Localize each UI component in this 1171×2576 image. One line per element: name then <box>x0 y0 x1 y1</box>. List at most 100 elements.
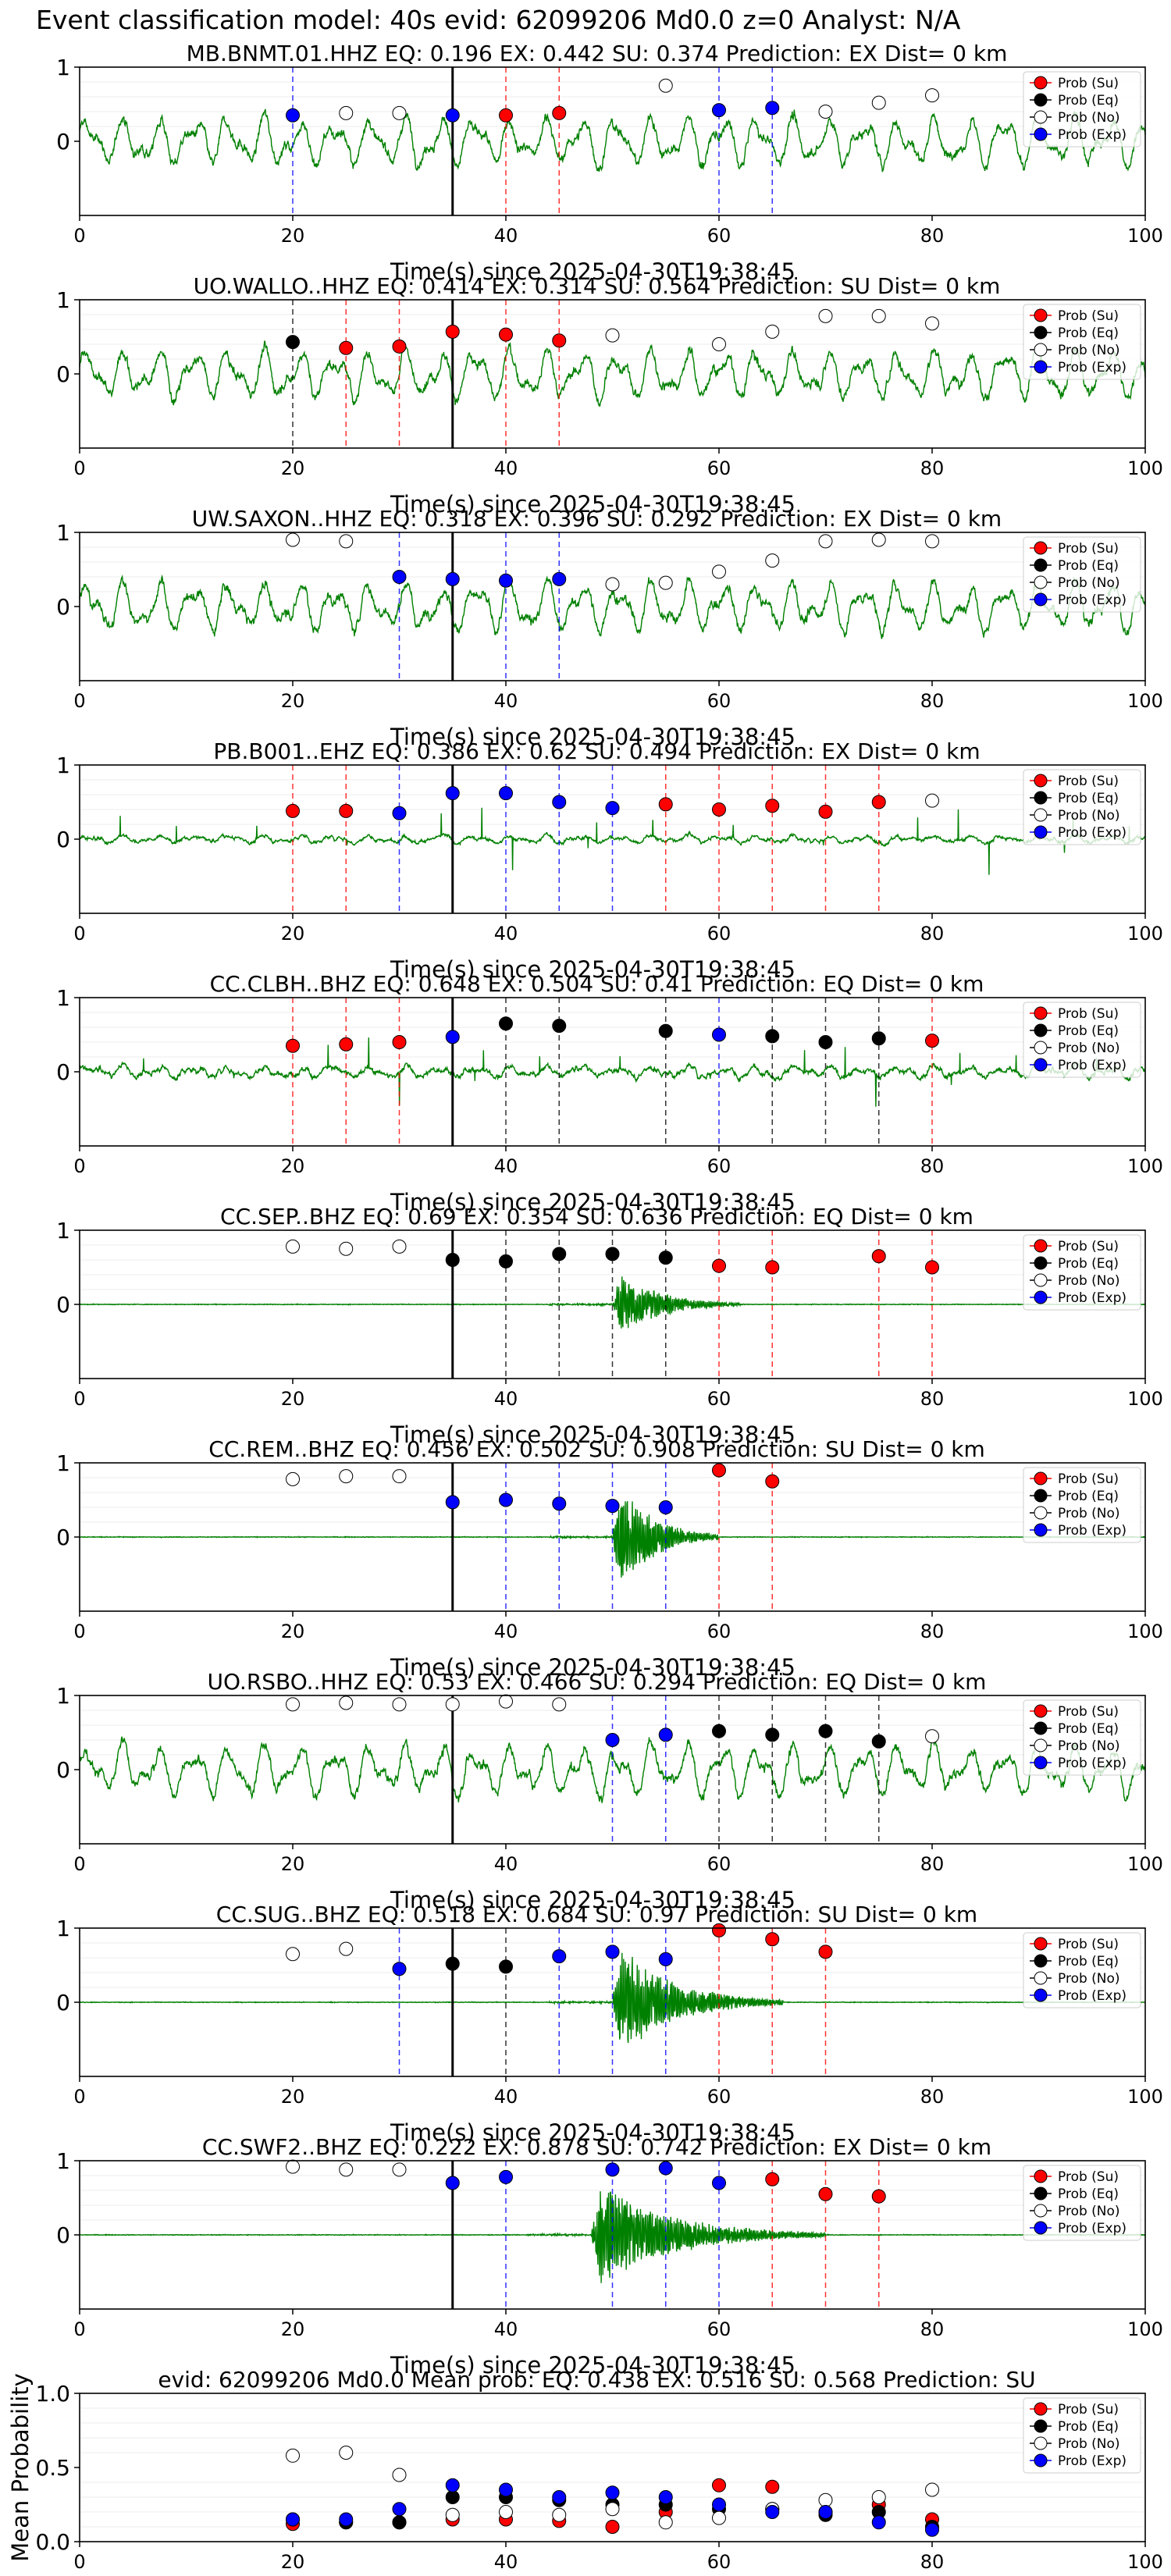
prob-marker-eq <box>871 1734 886 1749</box>
legend-marker-eq <box>1034 558 1048 572</box>
legend-label-su: Prob (Su) <box>1058 308 1119 324</box>
waveform-trace <box>79 1736 1146 1803</box>
station-panel-8: CC.SUG..BHZ EQ: 0.518 EX: 0.684 SU: 0.97… <box>56 1902 1163 2146</box>
x-tick-label: 100 <box>1127 225 1163 247</box>
prob-marker-su <box>712 1258 726 1273</box>
prob-marker-no <box>286 1239 300 1254</box>
legend-label-exp: Prob (Exp) <box>1058 2453 1127 2469</box>
x-tick-label: 0 <box>73 2551 85 2573</box>
legend-marker-exp <box>1034 360 1048 374</box>
prob-marker-eq <box>445 1956 460 1971</box>
legend-box <box>1023 304 1141 380</box>
panel-title: CC.REM..BHZ EQ: 0.456 EX: 0.502 SU: 0.90… <box>208 1436 985 1462</box>
x-tick-label: 40 <box>494 690 518 712</box>
x-tick-label: 100 <box>1127 1388 1163 1410</box>
x-tick-label: 40 <box>494 2318 518 2340</box>
legend-box <box>1023 2397 1141 2474</box>
prob-marker-su <box>925 1260 939 1275</box>
mean-marker-exp <box>765 2505 780 2519</box>
x-tick-label: 80 <box>920 2551 945 2573</box>
y-tick-label: 0.5 <box>35 2455 70 2481</box>
x-tick-label: 40 <box>494 2551 518 2573</box>
legend-marker-su <box>1034 1704 1048 1718</box>
legend-marker-exp <box>1034 1523 1048 1537</box>
prob-marker-no <box>925 534 939 549</box>
y-tick-label: 1 <box>56 753 70 778</box>
legend-label-no: Prob (No) <box>1058 1971 1120 1987</box>
prob-marker-no <box>286 2159 300 2174</box>
x-tick-label: 60 <box>707 1388 731 1410</box>
y-tick-label: 0 <box>56 361 70 387</box>
prob-marker-su <box>712 1463 726 1478</box>
prob-marker-exp <box>392 570 407 584</box>
legend: Prob (Su)Prob (Eq)Prob (No)Prob (Exp) <box>1023 2165 1141 2241</box>
legend-marker-su <box>1034 774 1048 788</box>
prob-marker-su <box>658 797 673 812</box>
panel-title: CC.CLBH..BHZ EQ: 0.648 EX: 0.504 SU: 0.4… <box>210 971 984 997</box>
y-tick-label: 1 <box>56 1450 70 1476</box>
x-tick-label: 80 <box>920 690 945 712</box>
prob-marker-no <box>871 95 886 110</box>
legend-label-exp: Prob (Exp) <box>1058 1290 1127 1306</box>
legend-label-exp: Prob (Exp) <box>1058 592 1127 608</box>
legend-label-no: Prob (No) <box>1058 575 1120 591</box>
prob-marker-su <box>765 1932 780 1947</box>
station-panel-2: UW.SAXON..HHZ EQ: 0.318 EX: 0.396 SU: 0.… <box>56 506 1163 750</box>
legend-marker-eq <box>1034 1256 1048 1270</box>
waveform-trace <box>79 1276 1145 1329</box>
legend-marker-exp <box>1034 825 1048 839</box>
prob-marker-su <box>818 2186 833 2201</box>
legend-label-exp: Prob (Exp) <box>1058 127 1127 143</box>
prob-marker-exp <box>499 1493 513 1507</box>
prob-marker-no <box>605 577 620 592</box>
x-tick-label: 20 <box>281 225 305 247</box>
x-axis-label: Time(s) since 2025-04-30T19:38:45 <box>390 2352 795 2379</box>
prob-marker-su <box>552 333 567 348</box>
x-tick-label: 20 <box>281 2086 305 2108</box>
prob-marker-no <box>925 316 939 331</box>
legend-marker-no <box>1034 1506 1048 1520</box>
legend-marker-exp <box>1034 2221 1048 2235</box>
prob-marker-exp <box>712 1027 726 1042</box>
legend-label-no: Prob (No) <box>1058 343 1120 358</box>
legend-label-no: Prob (No) <box>1058 1738 1120 1754</box>
legend-marker-no <box>1034 110 1048 124</box>
legend-label-exp: Prob (Exp) <box>1058 825 1127 841</box>
x-tick-label: 20 <box>281 1388 305 1410</box>
prob-marker-eq <box>765 1029 780 1044</box>
prob-marker-su <box>871 795 886 809</box>
axes-frame <box>79 532 1146 681</box>
prob-marker-no <box>765 553 780 568</box>
prob-marker-no <box>605 328 620 343</box>
legend: Prob (Su)Prob (Eq)Prob (No)Prob (Exp) <box>1023 1699 1141 1776</box>
x-tick-label: 80 <box>920 1621 945 1642</box>
y-axis-label: Mean Probability <box>7 2373 34 2562</box>
legend-label-no: Prob (No) <box>1058 110 1120 126</box>
y-tick-label: 0 <box>56 1292 70 1318</box>
mean-marker-exp <box>658 2490 673 2504</box>
mean-marker-exp <box>445 2478 460 2492</box>
y-tick-label: 1 <box>56 287 70 313</box>
x-tick-label: 0 <box>73 1155 85 1177</box>
prob-marker-exp <box>552 571 567 586</box>
legend: Prob (Su)Prob (Eq)Prob (No)Prob (Exp) <box>1023 1467 1141 1543</box>
station-panel-4: CC.CLBH..BHZ EQ: 0.648 EX: 0.504 SU: 0.4… <box>56 971 1163 1215</box>
legend-marker-eq <box>1034 1721 1048 1735</box>
legend-marker-su <box>1034 541 1048 555</box>
waveform-trace <box>79 109 1146 173</box>
legend-box <box>1023 536 1141 613</box>
legend-marker-exp <box>1034 1756 1048 1770</box>
y-tick-label: 1 <box>56 1218 70 1244</box>
legend-box <box>1023 1234 1141 1311</box>
prob-marker-su <box>392 339 407 354</box>
prob-marker-no <box>658 78 673 93</box>
legend-marker-eq <box>1034 326 1048 340</box>
mean-marker-exp <box>552 2490 567 2504</box>
prob-marker-no <box>925 1729 939 1744</box>
prob-marker-exp <box>445 2176 460 2190</box>
prob-marker-no <box>392 105 407 120</box>
legend-marker-su <box>1034 1937 1048 1951</box>
prob-marker-su <box>765 1474 780 1489</box>
mean-marker-su <box>712 2478 726 2492</box>
prob-marker-no <box>871 532 886 547</box>
